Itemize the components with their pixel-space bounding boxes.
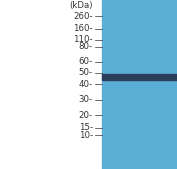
Text: 260-: 260-	[73, 11, 93, 21]
Text: 60-: 60-	[79, 57, 93, 66]
Bar	[102, 0, 177, 169]
Text: 10-: 10-	[79, 131, 93, 140]
Text: 20-: 20-	[79, 111, 93, 120]
Text: (kDa): (kDa)	[69, 1, 93, 10]
Text: 15-: 15-	[79, 123, 93, 132]
Text: 80-: 80-	[79, 42, 93, 52]
Text: 30-: 30-	[79, 95, 93, 104]
Text: 50-: 50-	[79, 68, 93, 77]
Text: 40-: 40-	[79, 80, 93, 89]
Bar	[102, 74, 177, 80]
Text: 110-: 110-	[73, 35, 93, 44]
Text: 160-: 160-	[73, 24, 93, 33]
